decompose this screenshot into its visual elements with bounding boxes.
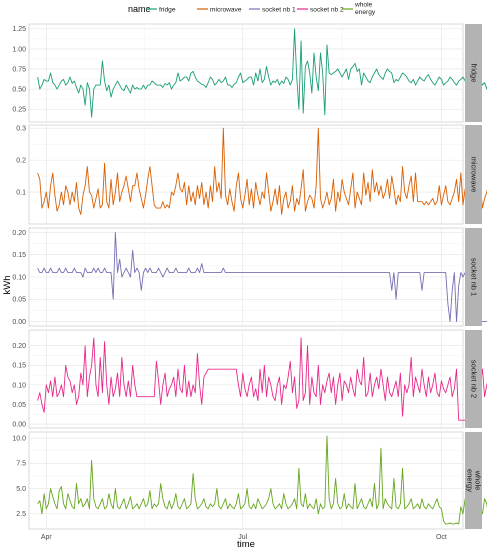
y-tick-label: 0.00	[12, 421, 26, 428]
y-tick-label: 0.10	[12, 382, 26, 389]
y-tick-label: 2.5	[16, 511, 26, 518]
facet-strip-label: fridge	[470, 64, 479, 83]
y-tick-label: 0.15	[12, 363, 26, 370]
y-axis-title: kWh	[2, 276, 13, 295]
panel-background	[28, 431, 464, 530]
y-tick-label: 0.10	[12, 274, 26, 281]
facet-strip	[465, 228, 482, 326]
facet-strip-label: socket nb 1	[470, 258, 479, 296]
y-tick-label: 0.50	[12, 86, 26, 93]
facet-microwave: 0.1 0.2 0.3 microwave	[16, 124, 487, 225]
y-tick-label: 0.15	[12, 252, 26, 259]
facet-panels: 0.25 0.50 0.75 1.00 1.25 fridge 0.1 0.2 0.3 micro…	[12, 23, 487, 530]
y-tick-label: 1.00	[12, 46, 26, 53]
series-line-whole-energy	[37, 435, 487, 525]
facet-fridge: 0.25 0.50 0.75 1.00 1.25 fridge	[12, 23, 487, 123]
y-tick-label: 0.20	[12, 343, 26, 350]
series-line-microwave	[37, 127, 487, 215]
y-tick-label: 10.0	[12, 435, 26, 442]
x-axis: Apr Jul Oct	[41, 534, 447, 541]
facet-strip-label: whole	[474, 470, 483, 491]
y-tick-label: 5.0	[16, 486, 26, 493]
panel-background	[28, 124, 464, 225]
facet-strip-label: energy	[466, 469, 475, 492]
facet-strip-label: socket nb 2	[470, 360, 479, 398]
facet-strip	[465, 432, 482, 529]
facet-strip	[465, 24, 482, 122]
y-tick-label: 0.00	[12, 319, 26, 326]
y-tick-label: 0.3	[16, 126, 26, 133]
x-tick-label: Jul	[238, 534, 247, 541]
y-tick-label: 0.1	[16, 189, 26, 196]
facet-strip-label: microwave	[470, 157, 479, 193]
facet-socket-nb-1: 0.00 0.05 0.10 0.15 0.20 socket nb 1	[12, 227, 487, 327]
legend-label: microwave	[210, 7, 242, 14]
legend-title: name	[128, 4, 151, 14]
y-tick-label: 0.2	[16, 158, 26, 165]
x-tick-label: Apr	[41, 534, 53, 541]
legend-label: socket nb 2	[310, 7, 344, 14]
y-tick-label: 0.25	[12, 107, 26, 114]
series-line-fridge	[37, 28, 487, 118]
y-tick-label: 0.20	[12, 230, 26, 237]
series-line-socket-nb-1	[37, 231, 487, 322]
x-axis-title: time	[237, 539, 255, 550]
legend: name fridge microwave socket nb 1 socket nb…	[128, 2, 376, 17]
facet-strip	[465, 330, 482, 428]
legend-label: fridge	[159, 7, 176, 14]
x-tick-label: Oct	[436, 534, 447, 541]
y-tick-label: 7.5	[16, 461, 26, 468]
y-tick-label: 0.75	[12, 66, 26, 73]
y-tick-label: 0.05	[12, 402, 26, 409]
series-line-socket-nb-2	[37, 337, 487, 421]
legend-label: socket nb 1	[262, 7, 296, 14]
y-tick-label: 1.25	[12, 26, 26, 33]
legend-label: whole	[354, 2, 373, 9]
y-tick-label: 0.05	[12, 297, 26, 304]
legend-label: energy	[355, 9, 376, 16]
facet-socket-nb-2: 0.00 0.05 0.10 0.15 0.20 socket nb 2	[12, 329, 487, 428]
facet-strip	[465, 125, 482, 224]
